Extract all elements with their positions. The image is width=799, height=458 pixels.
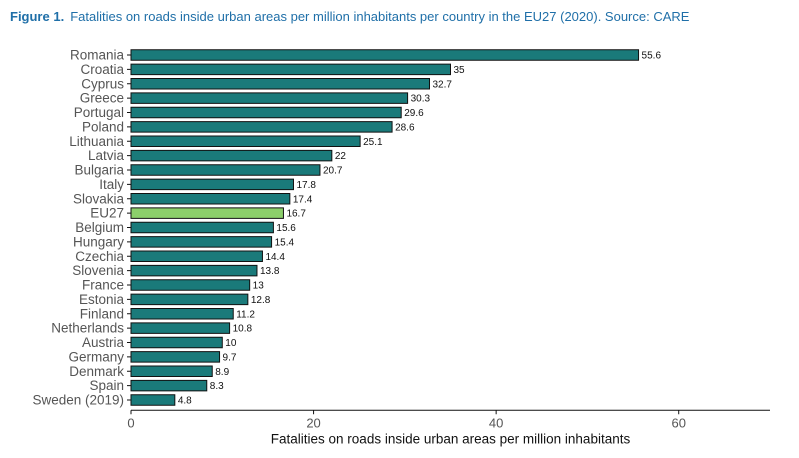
y-tick-label: Denmark (69, 364, 124, 379)
y-tick-label: Slovakia (73, 191, 125, 206)
y-tick-label: Germany (68, 349, 124, 364)
bar (130, 365, 213, 377)
bar (130, 49, 640, 61)
data-label: 9.7 (223, 352, 237, 363)
y-tick-label: France (82, 278, 124, 293)
data-label: 15.4 (275, 237, 295, 248)
y-tick-label: Estonia (79, 292, 125, 307)
y-tick-label: Romania (70, 48, 125, 63)
y-tick-label: Slovenia (72, 263, 124, 278)
bar (130, 308, 234, 320)
y-tick-label: Hungary (73, 234, 124, 249)
bar (130, 250, 263, 262)
y-tick-label: Sweden (2019) (32, 393, 124, 408)
bar-highlight (130, 207, 284, 219)
y-tick-label: Bulgaria (74, 163, 124, 178)
y-tick-label: Netherlands (51, 321, 124, 336)
data-label: 13 (253, 281, 265, 292)
y-tick-label: Greece (80, 91, 124, 106)
bar (130, 193, 291, 205)
bar (130, 92, 409, 104)
data-label: 15.6 (276, 223, 296, 234)
bar (130, 336, 223, 349)
data-label: 14.4 (265, 252, 285, 263)
bar (130, 236, 273, 248)
data-label: 12.8 (251, 295, 271, 306)
data-label: 8.3 (210, 381, 224, 392)
figure-title: Fatalities on roads inside urban areas p… (70, 9, 690, 24)
bar (130, 63, 451, 76)
y-tick-label: Czechia (75, 249, 124, 264)
bar (130, 121, 393, 133)
bar (130, 178, 294, 191)
figure-number: Figure 1. (10, 9, 65, 24)
bar (130, 322, 231, 334)
data-label: 10 (225, 338, 237, 349)
data-label: 4.8 (178, 396, 192, 407)
data-label: 29.6 (404, 108, 424, 119)
data-label: 10.8 (233, 324, 253, 335)
y-tick-label: Portugal (74, 105, 124, 120)
y-tick-label: Spain (89, 378, 124, 393)
data-label: 8.9 (215, 367, 229, 378)
y-tick-label: EU27 (90, 206, 124, 221)
y-tick-label: Croatia (80, 62, 124, 77)
y-tick-label: Belgium (75, 220, 124, 235)
data-label: 35 (454, 65, 466, 76)
data-label: 32.7 (433, 79, 453, 90)
data-label: 16.7 (286, 209, 306, 220)
figure-caption: Figure 1. Fatalities on roads inside urba… (10, 9, 689, 24)
x-tick-label: 20 (306, 415, 320, 430)
data-label: 17.8 (296, 180, 316, 191)
bar (130, 279, 251, 291)
x-tick-label: 0 (127, 415, 134, 430)
data-label: 25.1 (363, 137, 383, 148)
data-label: 17.4 (293, 194, 313, 205)
bar (130, 164, 321, 176)
y-tick-label: Austria (82, 335, 125, 350)
data-label: 20.7 (323, 166, 343, 177)
bar (130, 106, 402, 119)
x-tick-label: 40 (489, 415, 503, 430)
bar (130, 394, 176, 406)
bar (130, 221, 274, 234)
data-label: 13.8 (260, 266, 280, 277)
data-label: 28.6 (395, 122, 415, 133)
bar (130, 293, 249, 306)
y-tick-label: Poland (82, 119, 124, 134)
y-tick-label: Italy (99, 177, 124, 192)
x-tick-label: 60 (671, 415, 685, 430)
y-tick-label: Finland (80, 306, 124, 321)
bar (130, 78, 431, 90)
y-tick-label: Latvia (88, 148, 125, 163)
bar (130, 351, 221, 363)
bar (130, 135, 361, 147)
x-axis-title: Fatalities on roads inside urban areas p… (271, 431, 631, 446)
bar (130, 264, 258, 277)
data-label: 55.6 (642, 51, 662, 62)
data-label: 11.2 (236, 309, 255, 320)
y-tick-label: Lithuania (69, 134, 124, 149)
bar (130, 379, 208, 392)
bar (130, 149, 333, 162)
data-label: 30.3 (411, 94, 431, 105)
data-label: 22 (335, 151, 347, 162)
y-tick-label: Cyprus (81, 76, 124, 91)
